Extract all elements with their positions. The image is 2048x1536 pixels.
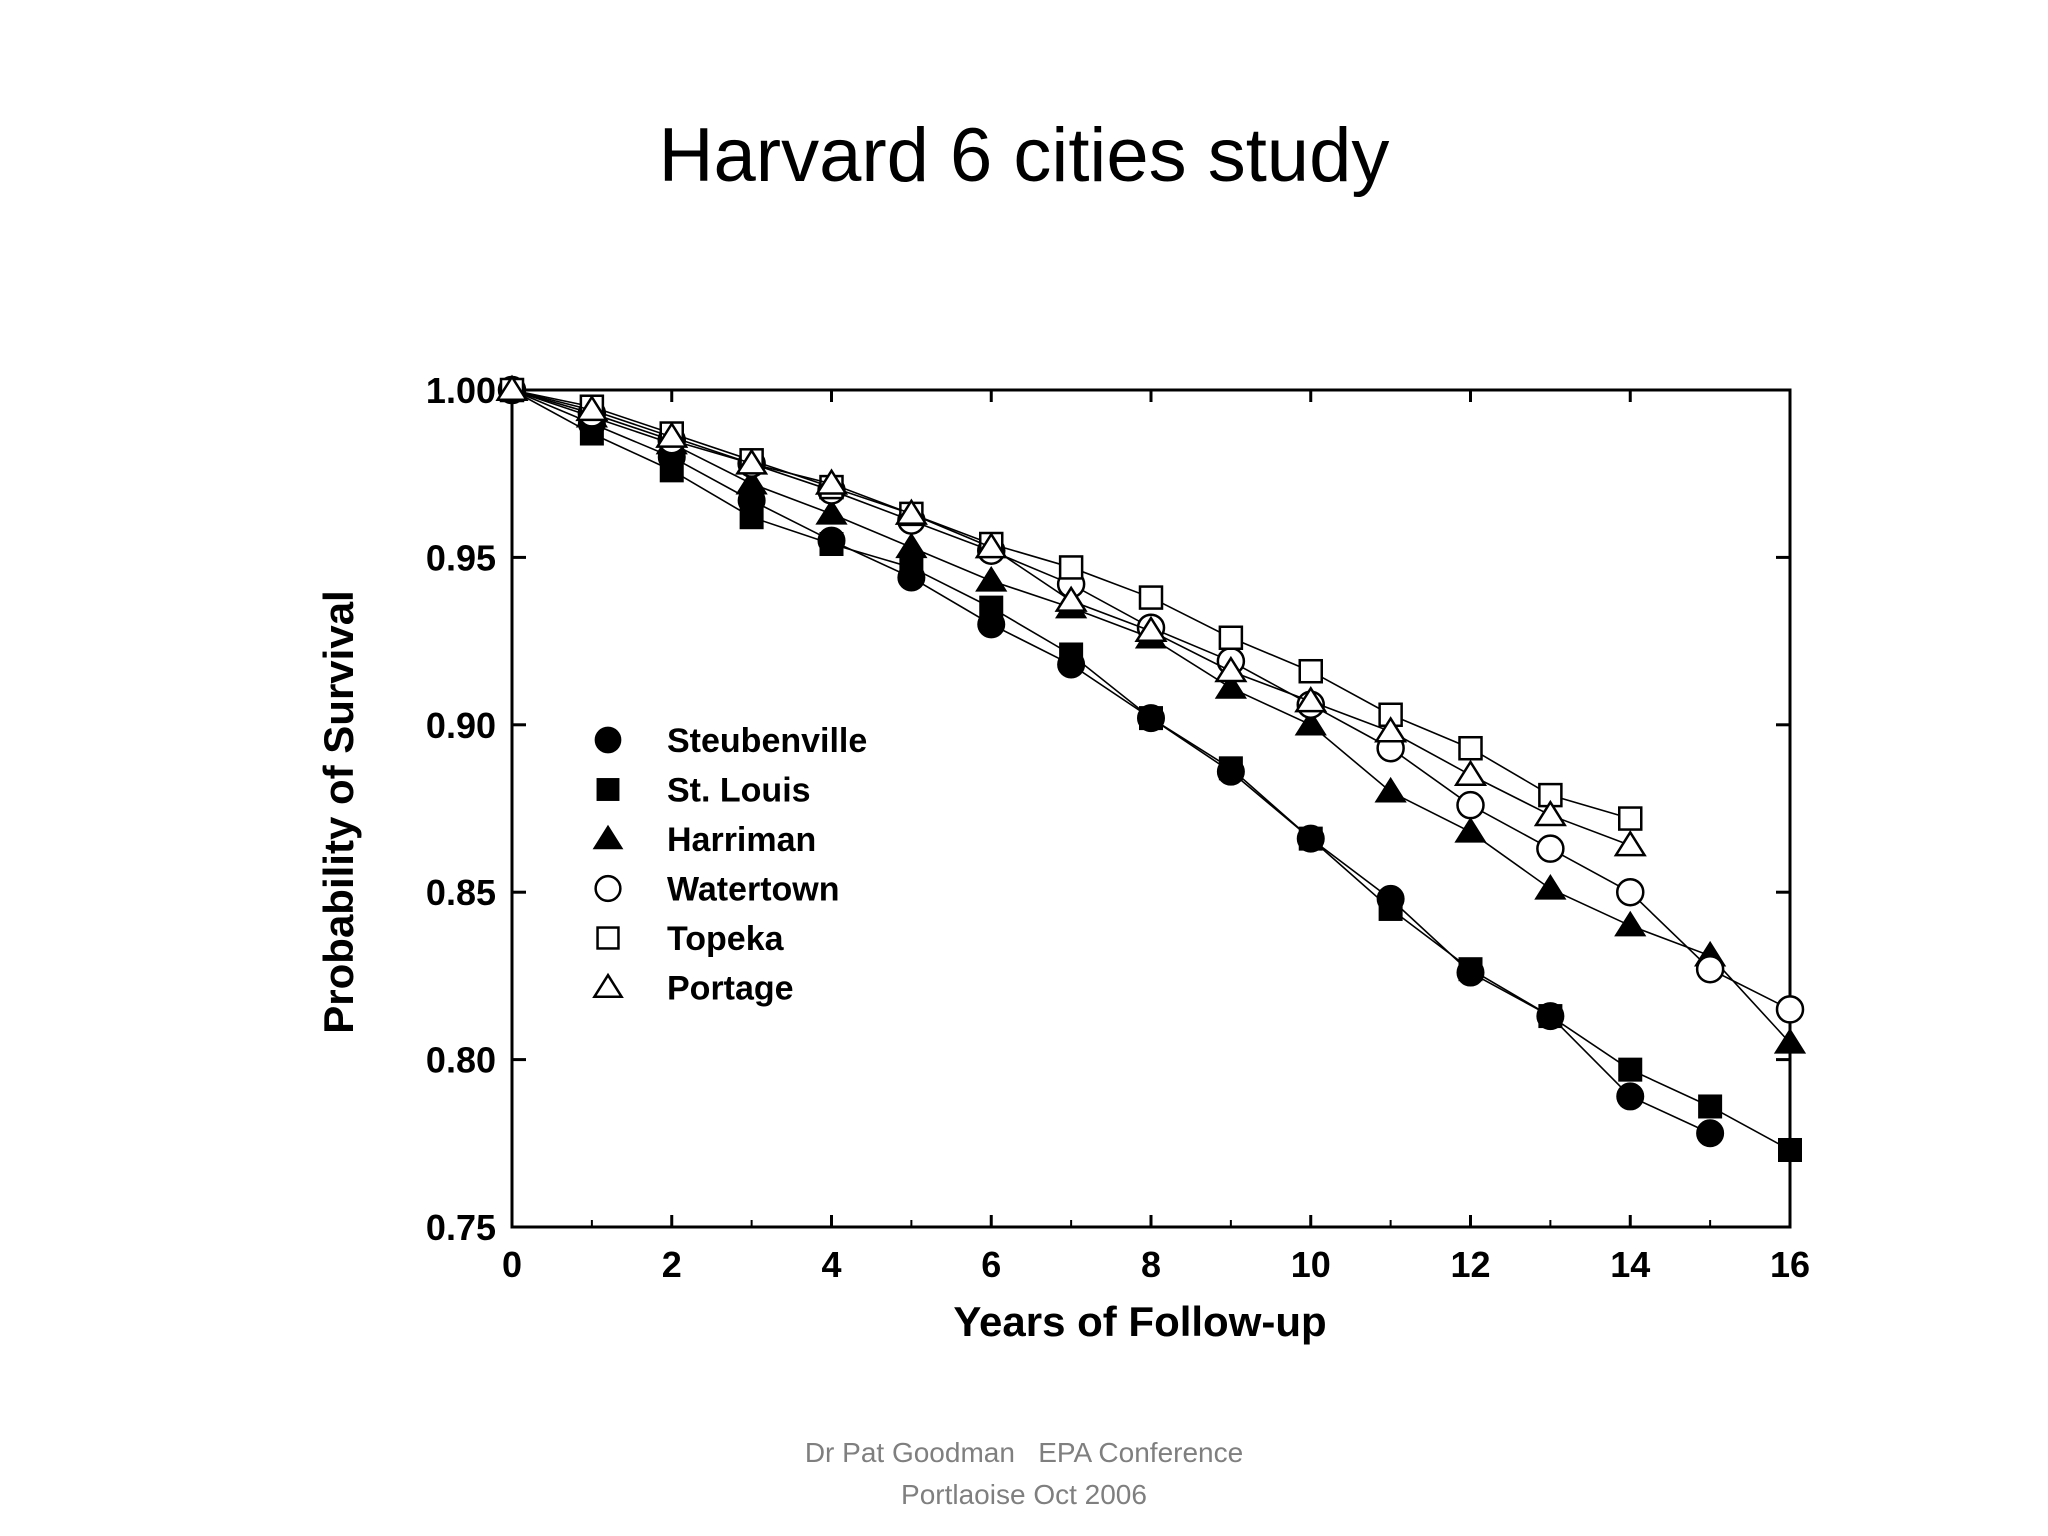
data-point xyxy=(735,448,769,475)
data-point xyxy=(1618,1057,1643,1082)
footer: Dr Pat Goodman EPA Conference Portlaoise… xyxy=(0,1432,2048,1516)
data-point xyxy=(1218,625,1244,651)
data-point xyxy=(1458,735,1483,761)
data-point xyxy=(975,565,1008,592)
y-tick-label: 1.00 xyxy=(426,370,496,411)
data-point xyxy=(1134,615,1168,643)
y-tick-label: 0.85 xyxy=(426,872,496,913)
data-point xyxy=(1454,817,1487,843)
legend-marker xyxy=(594,874,622,903)
data-point xyxy=(819,532,844,557)
series-steubenville xyxy=(498,376,1725,1148)
data-point xyxy=(895,532,928,559)
x-tick-label: 8 xyxy=(1141,1244,1161,1285)
data-point xyxy=(1374,716,1408,743)
data-point xyxy=(1378,896,1403,921)
x-tick-label: 6 xyxy=(981,1244,1001,1285)
data-point xyxy=(1773,1027,1807,1054)
data-point xyxy=(1298,826,1323,851)
footer-line-2: Portlaoise Oct 2006 xyxy=(901,1479,1147,1510)
legend-label: Topeka xyxy=(667,920,785,958)
legend-label: Steubenville xyxy=(667,722,867,760)
footer-line-1: Dr Pat Goodman EPA Conference xyxy=(804,1437,1244,1468)
data-point xyxy=(1695,954,1725,984)
y-tick-label: 0.95 xyxy=(426,537,496,578)
data-point xyxy=(655,421,689,448)
x-tick-label: 10 xyxy=(1291,1244,1331,1285)
data-point xyxy=(815,498,848,525)
chart-series xyxy=(495,374,1807,1162)
data-point xyxy=(1453,759,1488,787)
legend-label: Watertown xyxy=(667,871,840,909)
data-point xyxy=(1054,585,1088,612)
series-line xyxy=(511,389,1791,1011)
slide-title: Harvard 6 cities study xyxy=(658,113,1390,198)
legend-label: Portage xyxy=(667,970,794,1008)
data-point xyxy=(1214,673,1247,699)
data-point xyxy=(1374,776,1407,803)
x-tick-label: 16 xyxy=(1770,1244,1810,1285)
data-point xyxy=(1294,686,1328,713)
y-tick-label: 0.80 xyxy=(426,1040,496,1081)
legend-marker xyxy=(594,726,622,754)
chart-legend: Steubenville St. Louis Harriman Watertown To… xyxy=(592,722,867,1008)
data-point xyxy=(1696,1119,1725,1148)
series-line xyxy=(511,389,1711,1134)
data-point xyxy=(1534,873,1567,900)
series-line xyxy=(511,389,1791,1151)
data-point xyxy=(1058,555,1084,580)
data-point xyxy=(1298,658,1323,684)
data-point xyxy=(1538,1004,1563,1029)
data-point xyxy=(1775,995,1805,1024)
data-point xyxy=(1139,706,1163,731)
data-point xyxy=(1618,806,1643,831)
data-point xyxy=(1533,799,1567,827)
data-point xyxy=(1214,655,1248,683)
legend-label: St. Louis xyxy=(667,772,811,810)
chart-axes: 0 2 4 6 8 10 12 14 16 0.75 0.80 0.85 0.90 0.95 1.00 xyxy=(426,370,1810,1285)
data-point xyxy=(1294,709,1327,736)
x-tick-label: 12 xyxy=(1450,1244,1490,1285)
data-point xyxy=(1616,1082,1645,1111)
data-point xyxy=(1218,756,1243,781)
data-point xyxy=(1536,834,1565,863)
data-point xyxy=(1698,1094,1723,1119)
data-point xyxy=(659,458,684,483)
legend-marker xyxy=(596,926,620,950)
x-axis-title: Years of Follow-up xyxy=(953,1298,1326,1345)
x-tick-label: 14 xyxy=(1610,1244,1650,1285)
data-point xyxy=(739,505,764,530)
y-tick-label: 0.75 xyxy=(426,1207,496,1248)
data-point xyxy=(894,498,928,525)
data-point xyxy=(1458,957,1483,982)
legend-label: Harriman xyxy=(667,821,816,859)
data-point xyxy=(979,595,1004,620)
data-point xyxy=(974,532,1008,559)
data-point xyxy=(575,394,609,422)
legend-marker xyxy=(592,824,624,850)
x-tick-label: 0 xyxy=(502,1244,522,1285)
y-tick-label: 0.90 xyxy=(426,705,496,746)
legend-marker xyxy=(592,972,624,999)
data-point xyxy=(1778,1137,1802,1162)
x-tick-label: 4 xyxy=(821,1244,841,1285)
data-point xyxy=(814,468,849,495)
data-point xyxy=(899,555,924,580)
data-point xyxy=(1138,585,1164,610)
data-point xyxy=(1456,790,1485,820)
data-point xyxy=(1613,829,1647,857)
data-point xyxy=(1616,877,1645,907)
series-st-louis xyxy=(500,378,1802,1162)
series-portage xyxy=(495,374,1647,857)
data-point xyxy=(1614,910,1647,937)
x-tick-label: 2 xyxy=(662,1244,682,1285)
data-point xyxy=(495,374,529,401)
y-axis-title: Probability of Survival xyxy=(315,590,362,1033)
data-point xyxy=(1059,642,1084,667)
legend-marker xyxy=(596,778,620,801)
data-point xyxy=(735,468,768,495)
